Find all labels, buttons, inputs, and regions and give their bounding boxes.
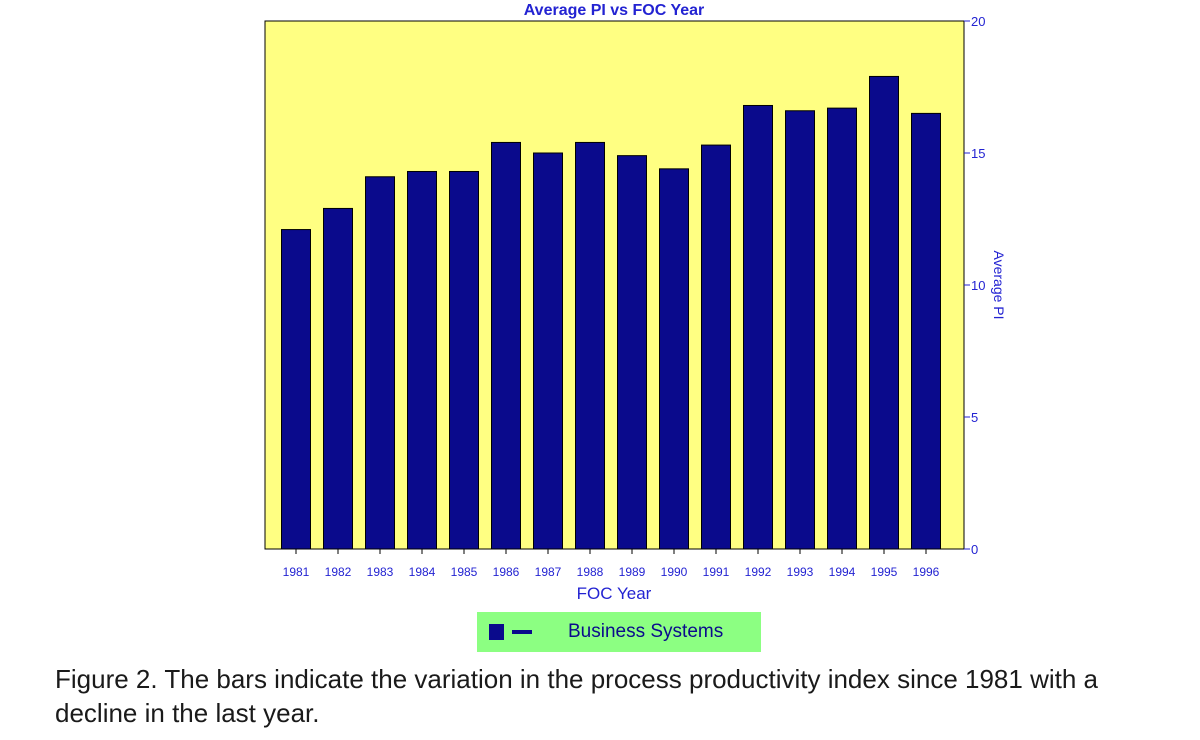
x-tick-label-1986: 1986 <box>493 565 520 579</box>
bar-1990 <box>659 168 689 550</box>
x-axis: 1981 1982 1983 1984 1985 1986 1987 1988 1989 1990… <box>283 549 940 579</box>
bar-1987 <box>533 152 563 550</box>
x-tick-label-1995: 1995 <box>871 565 898 579</box>
bars <box>281 75 941 550</box>
x-tick-label-1984: 1984 <box>409 565 436 579</box>
chart: Average PI vs FOC Year 0 5 10 15 20 1981 1982… <box>264 2 1007 600</box>
bar-1983 <box>365 176 395 550</box>
x-tick-label-1992: 1992 <box>745 565 772 579</box>
bar-1994 <box>827 107 857 550</box>
bar-1992 <box>743 104 773 550</box>
x-tick-label-1983: 1983 <box>367 565 394 579</box>
figure-caption: Figure 2. The bars indicate the variatio… <box>55 664 1098 728</box>
bar-1986 <box>491 141 521 550</box>
x-tick-label-1981: 1981 <box>283 565 310 579</box>
chart-title: Average PI vs FOC Year <box>524 2 705 19</box>
legend-label: Business Systems <box>568 621 724 642</box>
bar-1984 <box>407 170 437 550</box>
y-axis: 0 5 10 15 20 <box>964 14 985 557</box>
x-tick-label-1996: 1996 <box>913 565 940 579</box>
bar-1995 <box>869 75 899 550</box>
x-tick-label-1991: 1991 <box>703 565 730 579</box>
x-tick-label-1987: 1987 <box>535 565 562 579</box>
bar-chart: Average PI vs FOC Year 0 5 10 15 20 1981 1982… <box>264 2 1007 600</box>
y-tick-label-15: 15 <box>971 146 985 161</box>
y-tick-label-20: 20 <box>971 14 985 29</box>
bar-1982 <box>323 207 353 550</box>
x-axis-label: FOC Year <box>577 584 652 600</box>
y-tick-label-0: 0 <box>971 542 978 557</box>
x-tick-label-1988: 1988 <box>577 565 604 579</box>
bar-1991 <box>701 144 731 550</box>
x-tick-label-1982: 1982 <box>325 565 352 579</box>
x-tick-label-1989: 1989 <box>619 565 646 579</box>
legend-swatch-box <box>489 624 504 640</box>
bar-1985 <box>449 170 479 550</box>
x-tick-label-1990: 1990 <box>661 565 688 579</box>
bar-1989 <box>617 155 647 550</box>
y-tick-label-5: 5 <box>971 410 978 425</box>
legend-swatch-line <box>512 630 532 634</box>
bar-1988 <box>575 141 605 550</box>
y-axis-label: Average PI <box>991 250 1007 319</box>
bar-1993 <box>785 110 815 550</box>
x-tick-label-1994: 1994 <box>829 565 856 579</box>
x-tick-label-1985: 1985 <box>451 565 478 579</box>
y-tick-label-10: 10 <box>971 278 985 293</box>
bar-1996 <box>911 112 941 550</box>
legend: Business Systems <box>477 612 761 652</box>
x-tick-label-1993: 1993 <box>787 565 814 579</box>
bar-1981 <box>281 229 311 550</box>
